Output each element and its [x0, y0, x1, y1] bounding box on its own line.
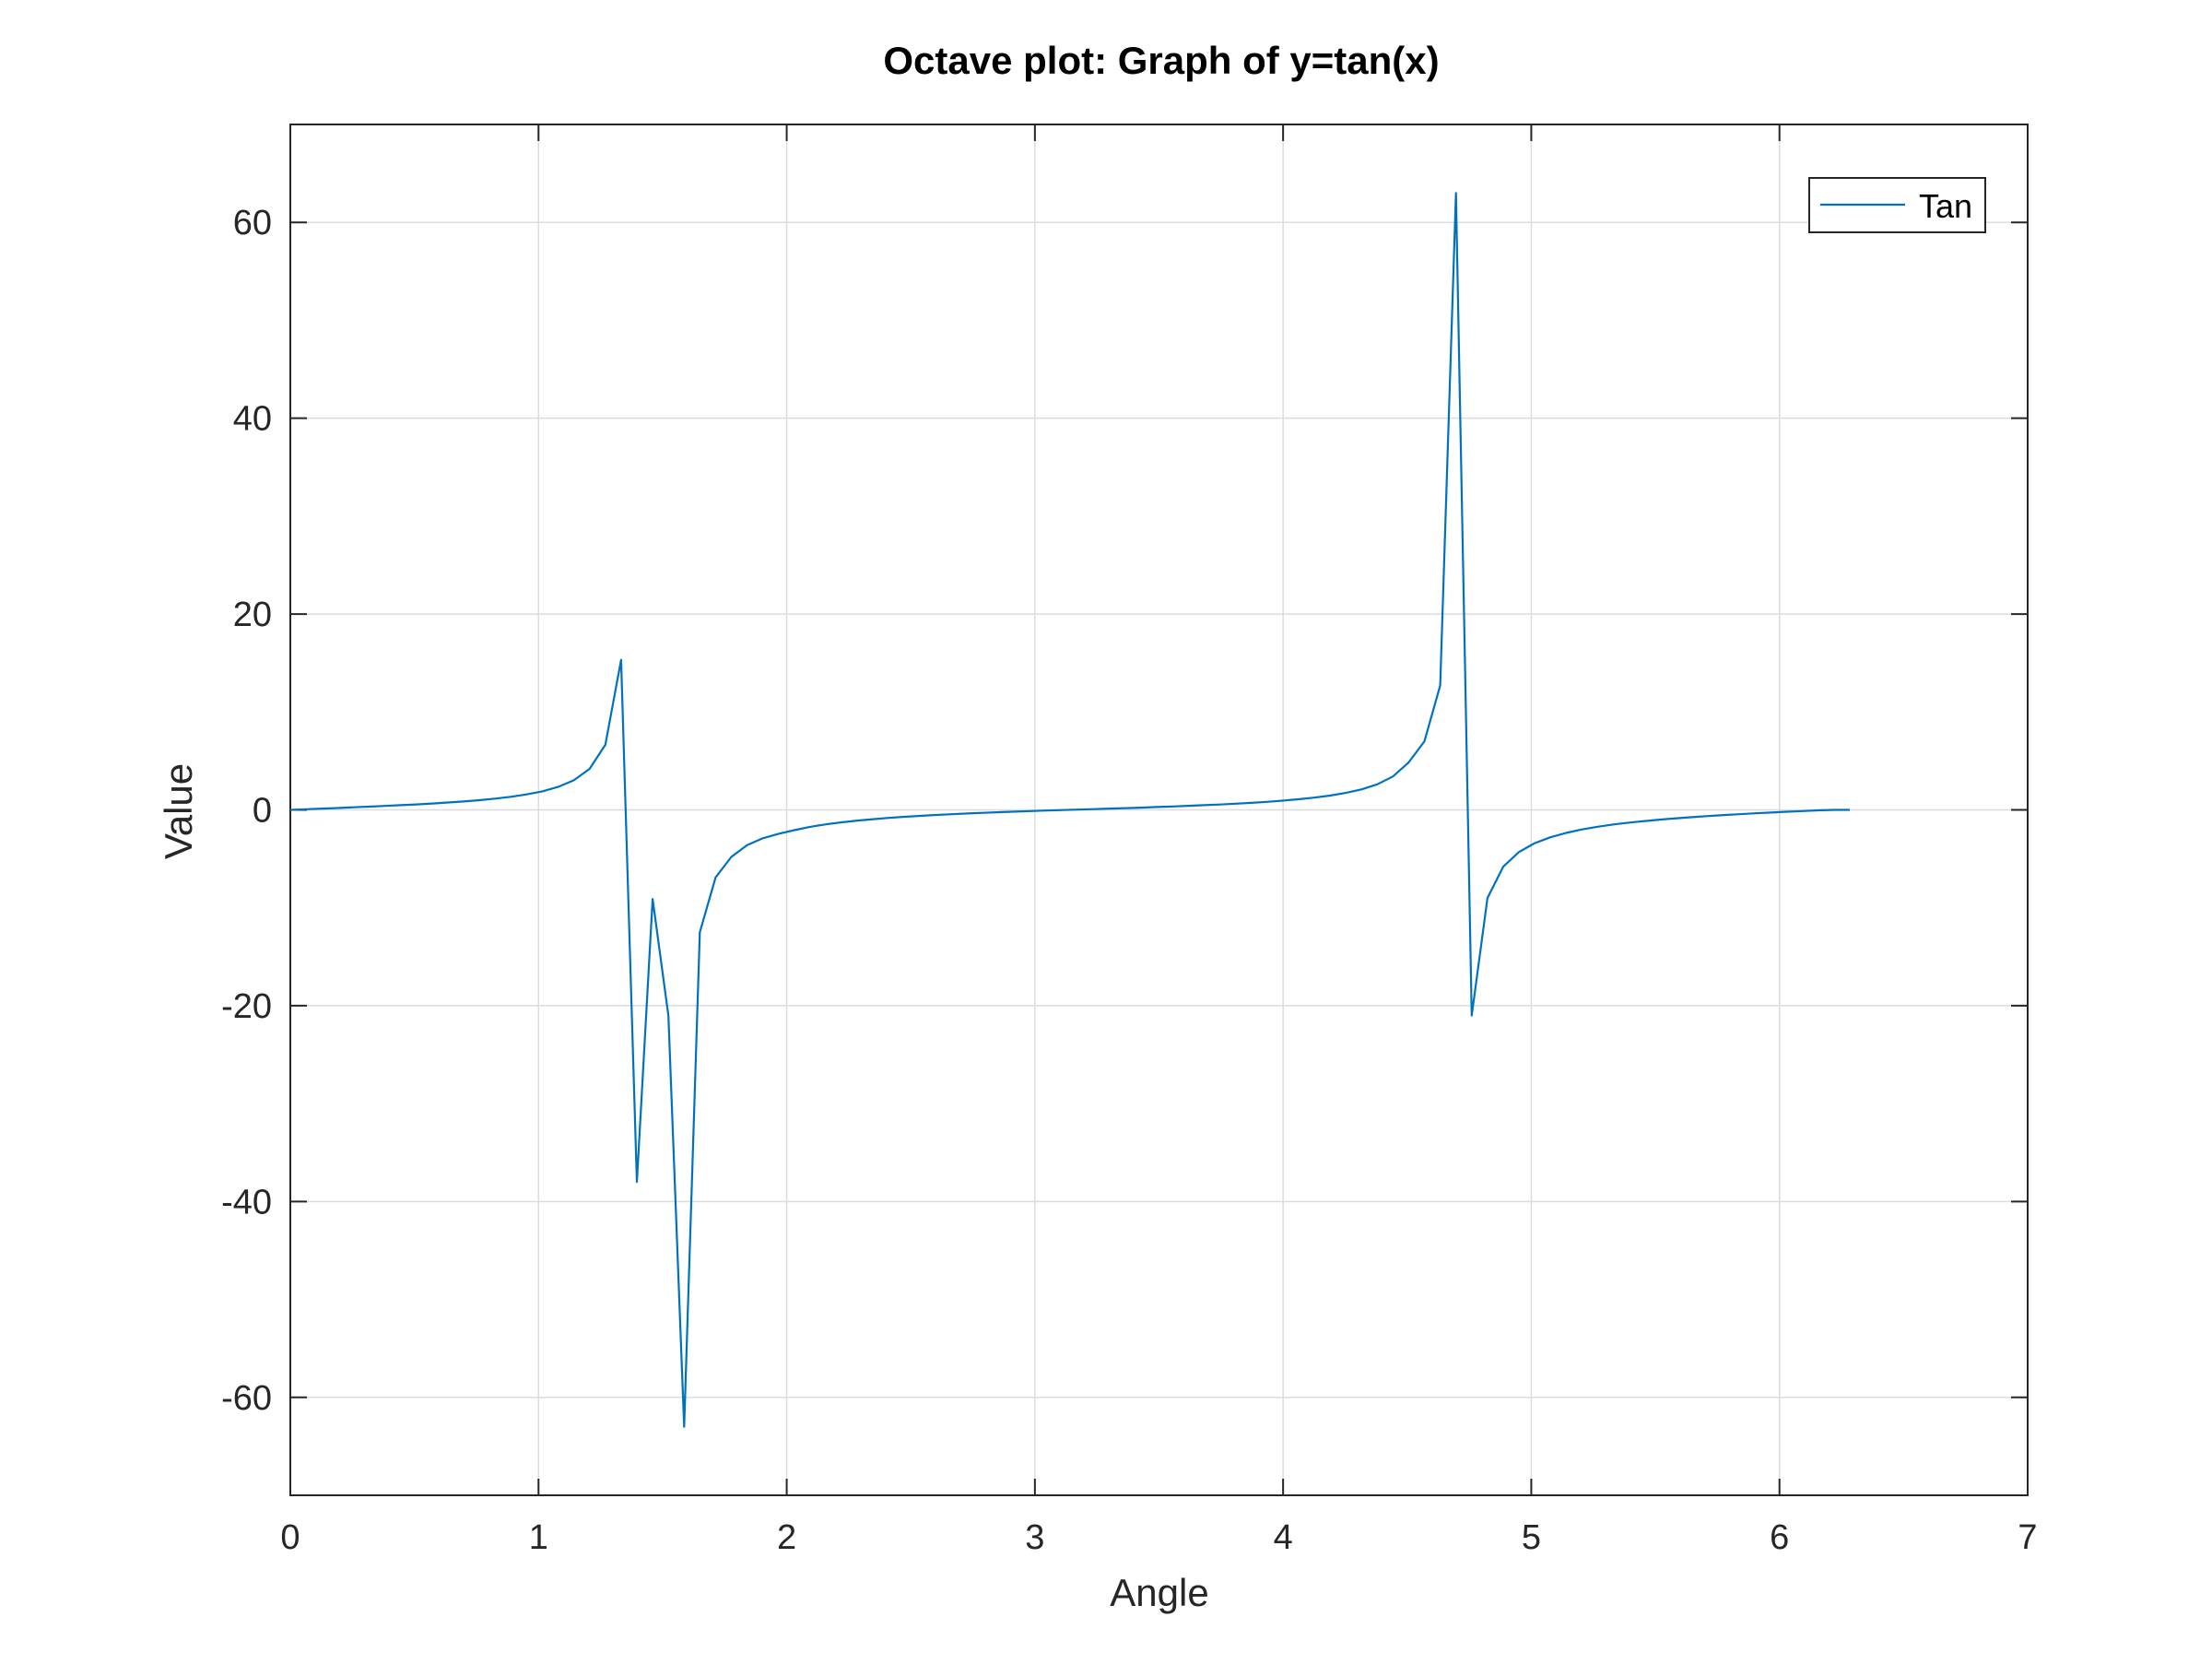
y-tick-label: 0 [253, 792, 272, 831]
y-tick-label: 40 [233, 400, 272, 439]
x-axis-label: Angle [1110, 1571, 1208, 1614]
x-tick-label: 6 [1770, 1518, 1789, 1557]
x-tick-label: 1 [529, 1518, 548, 1557]
axis-ticks [289, 124, 2029, 1495]
chart-title: Octave plot: Graph of y=tan(x) [883, 39, 1439, 82]
y-tick-label: -40 [221, 1183, 272, 1221]
y-tick-labels: -60 -40 -20 0 20 40 60 [221, 204, 272, 1418]
y-tick-label: 20 [233, 596, 272, 634]
x-tick-label: 0 [280, 1518, 300, 1557]
y-tick-label: 60 [233, 204, 272, 242]
x-tick-labels: 0 1 2 3 4 5 6 7 [280, 1518, 2037, 1557]
legend: Tan [1808, 177, 1986, 233]
y-axis-label: Value [157, 763, 200, 859]
series-layer [289, 192, 1850, 1428]
grid-lines [290, 124, 2028, 1495]
x-tick-label: 7 [2018, 1518, 2037, 1557]
y-tick-label: -60 [221, 1379, 272, 1418]
x-tick-label: 5 [1522, 1518, 1541, 1557]
series-line-tan [289, 192, 1850, 1428]
legend-label-tan: Tan [1919, 187, 1972, 225]
x-tick-label: 2 [777, 1518, 796, 1557]
y-tick-label: -20 [221, 987, 272, 1026]
x-tick-label: 4 [1274, 1518, 1293, 1557]
x-tick-label: 3 [1025, 1518, 1044, 1557]
